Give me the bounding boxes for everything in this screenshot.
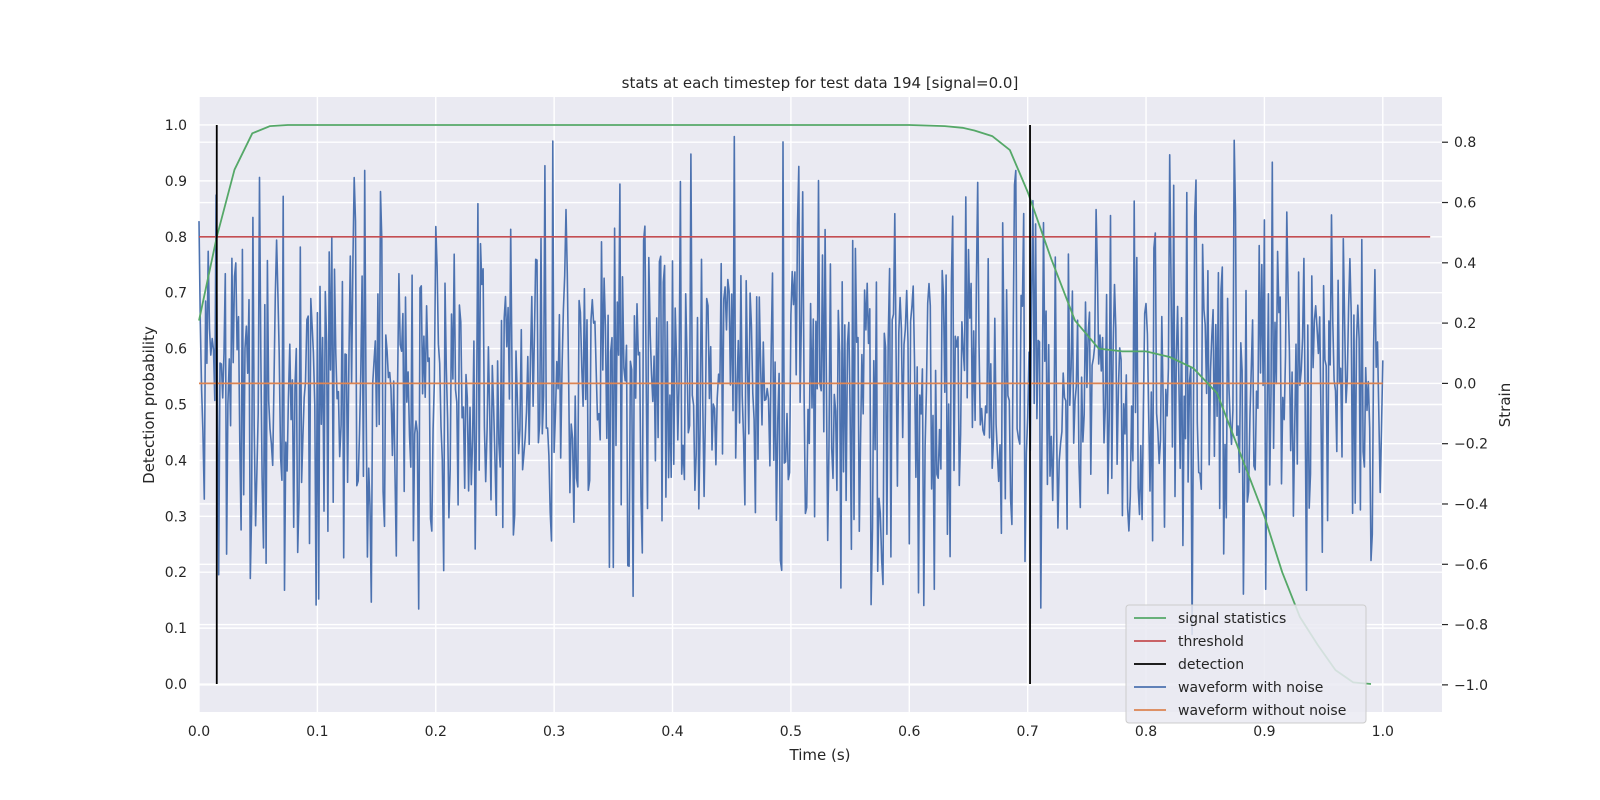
x-axis-label: Time (s) xyxy=(789,746,851,764)
x-tick-label: 1.0 xyxy=(1372,724,1394,740)
y-axis-ticks: 0.0 0.1 0.2 0.3 0.4 0.5 0.6 0.7 0.8 0.9 1.0 xyxy=(165,118,187,693)
y2-tick-label: −0.4 xyxy=(1454,497,1488,513)
y2-tick-label: 0.6 xyxy=(1454,196,1476,212)
series-layer xyxy=(198,124,1431,685)
y-tick-label: 1.0 xyxy=(165,118,187,134)
y-axis-label: Detection probability xyxy=(140,326,158,484)
y-tick-label: 0.3 xyxy=(165,509,187,525)
x-tick-label: 0.6 xyxy=(898,724,920,740)
x-tick-label: 0.1 xyxy=(306,724,328,740)
y2-tick-label: 0.8 xyxy=(1454,135,1476,151)
y2-tick-label: 0.4 xyxy=(1454,256,1476,272)
y-tick-label: 0.6 xyxy=(165,342,187,358)
y2-axis-label: Strain xyxy=(1496,383,1514,427)
y-tick-label: 0.8 xyxy=(165,230,187,246)
x-tick-label: 0.0 xyxy=(188,724,210,740)
x-tick-label: 0.7 xyxy=(1017,724,1039,740)
x-tick-label: 0.8 xyxy=(1135,724,1157,740)
x-axis-ticks: 0.0 0.1 0.2 0.3 0.4 0.5 0.6 0.7 0.8 0.9 1.0 xyxy=(188,724,1394,740)
series-signal-statistics xyxy=(198,124,1372,685)
y-tick-label: 0.4 xyxy=(165,453,187,469)
legend-label: signal statistics xyxy=(1178,611,1286,627)
y-tick-label: 0.5 xyxy=(165,398,187,414)
legend: signal statistics threshold detection wavef… xyxy=(1125,604,1367,724)
y2-axis-ticks: −1.0 −0.8 −0.6 −0.4 −0.2 0.0 0.2 0.4 0.6 0.8 xyxy=(1442,135,1488,694)
legend-label: detection xyxy=(1178,657,1244,673)
y-tick-label: 0.0 xyxy=(165,677,187,693)
y2-tick-label: −0.8 xyxy=(1454,618,1488,634)
y2-tick-label: 0.0 xyxy=(1454,376,1476,392)
x-tick-label: 0.3 xyxy=(543,724,565,740)
y-tick-label: 0.9 xyxy=(165,174,187,190)
x-tick-label: 0.5 xyxy=(780,724,802,740)
x-tick-label: 0.9 xyxy=(1253,724,1275,740)
legend-frame xyxy=(1125,604,1367,724)
y-tick-label: 0.7 xyxy=(165,286,187,302)
legend-label: threshold xyxy=(1178,634,1244,650)
y-tick-label: 0.2 xyxy=(165,565,187,581)
y2-tick-label: −0.6 xyxy=(1454,557,1488,573)
legend-label: waveform without noise xyxy=(1178,703,1346,719)
legend-label: waveform with noise xyxy=(1178,680,1323,696)
y2-tick-label: −0.2 xyxy=(1454,437,1488,453)
series-waveform-with-noise xyxy=(198,135,1384,636)
x-tick-label: 0.4 xyxy=(661,724,683,740)
x-tick-label: 0.2 xyxy=(425,724,447,740)
y-tick-label: 0.1 xyxy=(165,621,187,637)
chart-title: stats at each timestep for test data 194… xyxy=(622,74,1019,92)
y2-tick-label: −1.0 xyxy=(1454,678,1488,694)
y2-tick-label: 0.2 xyxy=(1454,316,1476,332)
